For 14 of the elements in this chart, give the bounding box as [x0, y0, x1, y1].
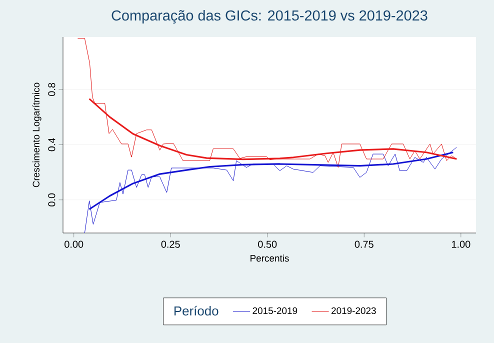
legend-title: Período — [174, 306, 218, 316]
x-tick-label: 0.50 — [258, 240, 277, 248]
legend-label: 2019-2023 — [332, 307, 376, 314]
y-tick-label: 0.8 — [48, 82, 56, 96]
x-tick-label: 0.75 — [354, 240, 374, 248]
legend-label: 2015-2019 — [252, 307, 298, 314]
y-tick-label: 0.4 — [48, 138, 56, 152]
x-tick-label: 1.00 — [452, 240, 470, 248]
y-tick-label: 0.0 — [48, 193, 56, 206]
x-tick-label: 0.25 — [161, 240, 180, 248]
x-tick-label: 0.00 — [64, 240, 84, 248]
x-axis-title: Percentis — [250, 254, 289, 262]
chart-title: Comparação das GICs: 2015-2019 vs 2019-2023 — [112, 10, 428, 24]
y-axis-title: Crescimento Logarítmico — [32, 82, 42, 188]
